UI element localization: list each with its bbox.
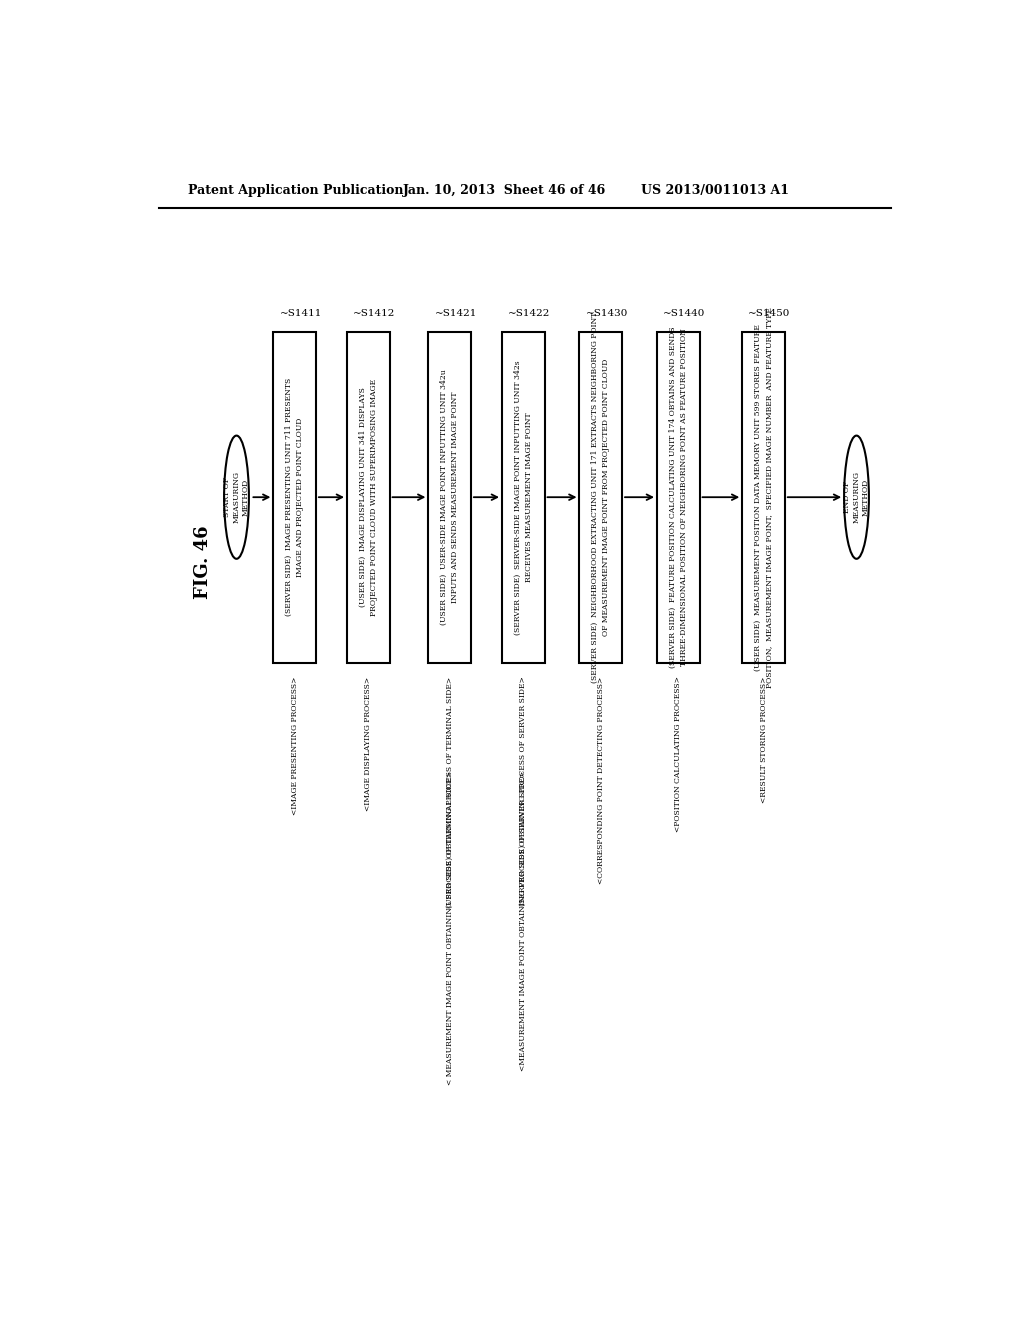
Bar <box>580 331 622 663</box>
Text: < MEASUREMENT IMAGE POINT OBTAINING PROCESS OF TERMINAL SIDE>: < MEASUREMENT IMAGE POINT OBTAINING PROC… <box>445 771 454 1085</box>
Text: ~S1421: ~S1421 <box>434 309 477 318</box>
Text: <MEASUREMENT IMAGE POINT OBTAINING PROCESS OF SERVER SIDE>: <MEASUREMENT IMAGE POINT OBTAINING PROCE… <box>519 771 527 1071</box>
Text: (SERVER SIDE)  SERVER-SIDE IMAGE POINT INPUTTING UNIT 342s
RECEIVES MEASUREMENT : (SERVER SIDE) SERVER-SIDE IMAGE POINT IN… <box>514 360 532 635</box>
Text: Patent Application Publication: Patent Application Publication <box>188 185 403 197</box>
Text: <IMAGE DISPLAYING PROCESS>: <IMAGE DISPLAYING PROCESS> <box>365 677 373 810</box>
Text: ~S1430: ~S1430 <box>586 309 628 318</box>
Text: US 2013/0011013 A1: US 2013/0011013 A1 <box>641 185 790 197</box>
Text: END OF
MEASURING
METHOD: END OF MEASURING METHOD <box>844 471 869 523</box>
Ellipse shape <box>844 436 869 558</box>
Text: (USER SIDE)  USER-SIDE IMAGE POINT INPUTTING UNIT 342u
INPUTS AND SENDS MEASUREM: (USER SIDE) USER-SIDE IMAGE POINT INPUTT… <box>440 370 459 624</box>
Bar <box>347 331 389 663</box>
Bar <box>428 331 471 663</box>
Text: (SERVER SIDE)  FEATURE POSITION CALCULATING UNIT 174 OBTAINS AND SENDS
THREE-DIM: (SERVER SIDE) FEATURE POSITION CALCULATI… <box>669 326 688 668</box>
Text: FIG. 46: FIG. 46 <box>195 525 212 599</box>
Text: (SERVER SIDE)  IMAGE PRESENTING UNIT 711 PRESENTS
IMAGE AND PROJECTED POINT CLOU: (SERVER SIDE) IMAGE PRESENTING UNIT 711 … <box>285 378 304 616</box>
Bar <box>273 331 316 663</box>
Text: ~S1422: ~S1422 <box>508 309 551 318</box>
Text: (SERVER SIDE) OBTAINING PROCESS OF SERVER SIDE>: (SERVER SIDE) OBTAINING PROCESS OF SERVE… <box>519 677 527 907</box>
Text: (SERVER SIDE)  NEIGHBORHOOD EXTRACTING UNIT 171 EXTRACTS NEIGHBORING POINT
OF ME: (SERVER SIDE) NEIGHBORHOOD EXTRACTING UN… <box>591 312 610 682</box>
Text: (USER SIDE)  MEASUREMENT POSITION DATA MEMORY UNIT 599 STORES FEATURE
POSITION, : (USER SIDE) MEASUREMENT POSITION DATA ME… <box>754 306 773 688</box>
Text: <RESULT STORING PROCESS>: <RESULT STORING PROCESS> <box>760 677 768 803</box>
Text: Jan. 10, 2013  Sheet 46 of 46: Jan. 10, 2013 Sheet 46 of 46 <box>403 185 606 197</box>
Text: (USER SIDE) OBTAINING PROCESS OF TERMINAL SIDE>: (USER SIDE) OBTAINING PROCESS OF TERMINA… <box>445 677 454 908</box>
Text: ~S1440: ~S1440 <box>664 309 706 318</box>
Text: (USER SIDE)  IMAGE DISPLAYING UNIT 341 DISPLAYS
PROJECTED POINT CLOUD WITH SUPER: (USER SIDE) IMAGE DISPLAYING UNIT 341 DI… <box>358 379 378 615</box>
Ellipse shape <box>224 436 249 558</box>
Text: START OF
MEASURING
METHOD: START OF MEASURING METHOD <box>223 471 250 523</box>
Bar <box>657 331 699 663</box>
Bar <box>502 331 545 663</box>
Bar <box>742 331 784 663</box>
Text: ~S1412: ~S1412 <box>353 309 395 318</box>
Text: <POSITION CALCULATING PROCESS>: <POSITION CALCULATING PROCESS> <box>674 677 682 833</box>
Text: <IMAGE PRESENTING PROCESS>: <IMAGE PRESENTING PROCESS> <box>291 677 299 814</box>
Text: <CORRESPONDING POINT DETECTING PROCESS>: <CORRESPONDING POINT DETECTING PROCESS> <box>597 677 605 884</box>
Text: ~S1411: ~S1411 <box>280 309 322 318</box>
Text: ~S1450: ~S1450 <box>749 309 791 318</box>
